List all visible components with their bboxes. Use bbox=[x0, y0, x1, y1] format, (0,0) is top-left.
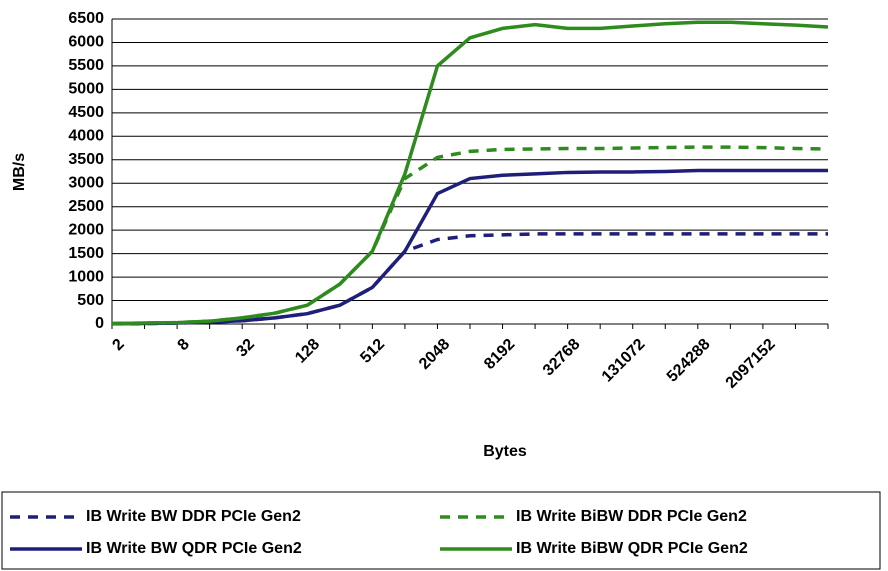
x-tick-label: 131072 bbox=[599, 336, 649, 386]
y-tick-label: 6500 bbox=[68, 10, 104, 27]
series-line bbox=[111, 20, 829, 326]
series-line bbox=[111, 232, 828, 326]
y-tick-label: 2500 bbox=[68, 198, 104, 215]
x-tick-label: 8 bbox=[175, 336, 193, 354]
y-tick-label: 2000 bbox=[68, 221, 104, 238]
y-tick-label: 4500 bbox=[68, 104, 104, 121]
x-tick-label: 524288 bbox=[664, 336, 714, 386]
y-tick-label: 3000 bbox=[68, 174, 104, 191]
series-line bbox=[111, 168, 828, 326]
legend-label: IB Write BW DDR PCIe Gen2 bbox=[86, 508, 301, 525]
y-tick-label: 5000 bbox=[68, 81, 104, 98]
y-tick-label: 6000 bbox=[68, 34, 104, 51]
y-tick-label: 1000 bbox=[68, 268, 104, 285]
x-tick-label: 32 bbox=[233, 336, 258, 361]
x-tick-label: 2097152 bbox=[723, 336, 779, 392]
x-tick-label: 512 bbox=[357, 336, 388, 367]
x-tick-label: 2048 bbox=[416, 336, 453, 373]
x-tick-label: 128 bbox=[292, 336, 323, 367]
y-axis-label: MB/s bbox=[11, 153, 28, 191]
legend-label: IB Write BW QDR PCIe Gen2 bbox=[86, 540, 302, 557]
x-axis-label: Bytes bbox=[483, 443, 527, 460]
legend-label: IB Write BiBW DDR PCIe Gen2 bbox=[516, 508, 747, 525]
legend-label: IB Write BiBW QDR PCIe Gen2 bbox=[516, 540, 748, 557]
y-tick-label: 500 bbox=[77, 292, 104, 309]
y-tick-label: 0 bbox=[95, 315, 104, 332]
x-tick-label: 2 bbox=[109, 336, 127, 354]
series-line bbox=[111, 145, 829, 326]
y-tick-label: 1500 bbox=[68, 245, 104, 262]
x-tick-label: 8192 bbox=[481, 336, 518, 373]
y-tick-label: 3500 bbox=[68, 151, 104, 168]
legend-box bbox=[1, 491, 881, 570]
x-tick-label: 32768 bbox=[540, 336, 584, 380]
y-tick-label: 5500 bbox=[68, 57, 104, 74]
y-tick-label: 4000 bbox=[68, 128, 104, 145]
